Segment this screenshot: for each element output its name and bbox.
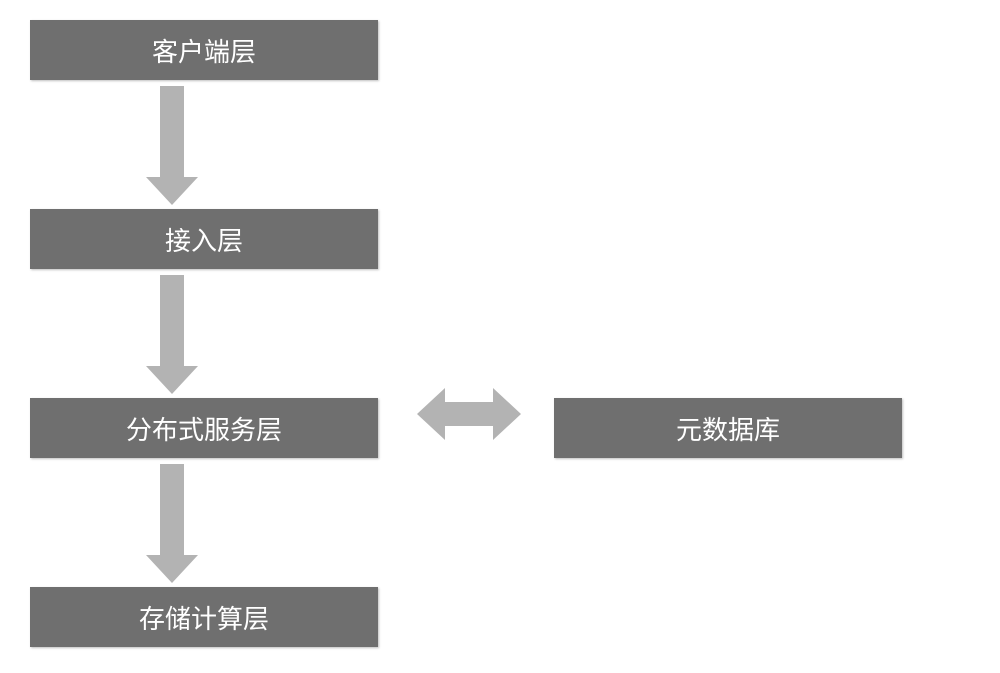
node-label-client: 客户端层 [152,32,256,69]
diagram-canvas: 客户端层接入层分布式服务层存储计算层 元数据库 [0,0,1000,673]
double-arrow-e4 [415,384,523,444]
node-access: 接入层 [30,209,378,269]
node-dist: 分布式服务层 [30,398,378,458]
node-client: 客户端层 [30,20,378,80]
node-storage: 存储计算层 [30,587,378,647]
node-label-dist: 分布式服务层 [126,410,282,447]
arrow-e2 [142,273,202,398]
node-label-storage: 存储计算层 [139,599,269,636]
node-metadb: 元数据库 [554,398,902,458]
node-label-metadb: 元数据库 [676,410,780,447]
arrow-e1 [142,84,202,209]
arrow-e3 [142,462,202,587]
node-label-access: 接入层 [165,221,243,258]
